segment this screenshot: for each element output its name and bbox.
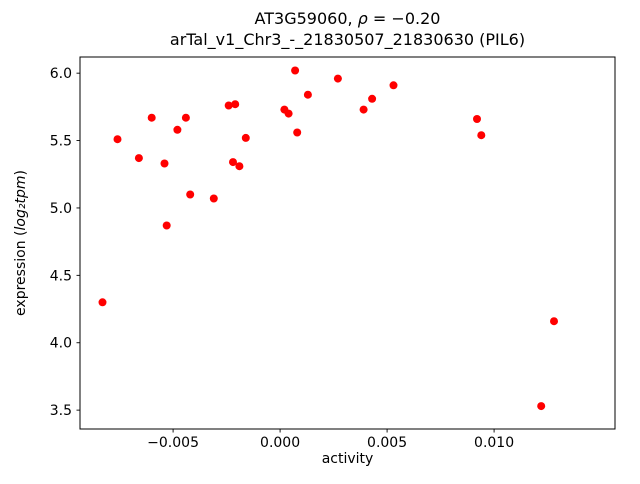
- y-tick-label: 3.5: [50, 403, 72, 419]
- scatter-point: [235, 162, 244, 171]
- scatter-point: [473, 115, 481, 123]
- scatter-point: [98, 298, 107, 307]
- y-axis-label-suffix: ): [13, 170, 29, 175]
- y-axis-label-math: log₂tpm: [13, 176, 29, 231]
- y-tick-label: 5.0: [50, 201, 72, 217]
- y-axis-label-prefix: expression (: [13, 231, 29, 316]
- x-tick-label: 0.010: [474, 435, 514, 451]
- scatter-point: [303, 90, 312, 99]
- scatter-point: [291, 66, 300, 75]
- scatter-point: [241, 133, 250, 142]
- scatter-point: [113, 135, 122, 144]
- scatter-points: [98, 66, 558, 411]
- scatter-point: [477, 131, 486, 140]
- scatter-point: [333, 74, 342, 83]
- scatter-point: [359, 105, 368, 114]
- plot-frame: [79, 56, 616, 430]
- scatter-point: [537, 402, 546, 411]
- scatter-point: [550, 317, 558, 326]
- title-rho-symbol: ρ: [358, 9, 368, 28]
- scatter-point: [186, 190, 195, 199]
- plot-title-line2: arTal_v1_Chr3_-_21830507_21830630 (PIL6): [170, 30, 525, 50]
- x-axis-label: activity: [322, 451, 374, 467]
- scatter-point: [181, 113, 190, 122]
- x-tick-label: −0.005: [147, 435, 199, 451]
- y-tick-label: 6.0: [50, 66, 72, 82]
- y-tick-label: 4.5: [50, 268, 72, 284]
- scatter-point: [147, 113, 156, 122]
- x-tick-label: 0.005: [367, 435, 407, 451]
- scatter-point: [389, 81, 398, 90]
- scatter-point: [209, 194, 218, 203]
- y-axis-label: expression (log₂tpm): [13, 170, 29, 316]
- scatter-point: [160, 159, 169, 168]
- title-text: AT3G59060,: [255, 9, 358, 28]
- scatter-point: [231, 100, 240, 109]
- title-rho-value: = −0.20: [368, 9, 441, 28]
- x-tick-label: 0.000: [260, 435, 300, 451]
- y-tick-label: 5.5: [50, 134, 72, 150]
- scatter-point: [162, 221, 171, 230]
- scatter-point: [224, 101, 233, 110]
- scatter-point: [293, 128, 302, 137]
- y-tick-label: 4.0: [50, 336, 72, 352]
- plot-title-line1: AT3G59060, ρ = −0.20: [255, 9, 441, 28]
- scatter-point: [173, 125, 182, 134]
- scatter-point: [284, 109, 293, 118]
- scatter-point: [368, 94, 377, 103]
- scatter-point: [229, 158, 237, 167]
- axes-ticks: −0.005 0.000 0.005 0.010 3.5 4.0 4.5 5.0 5.5 6.0: [50, 66, 514, 451]
- scatter-point: [134, 154, 143, 163]
